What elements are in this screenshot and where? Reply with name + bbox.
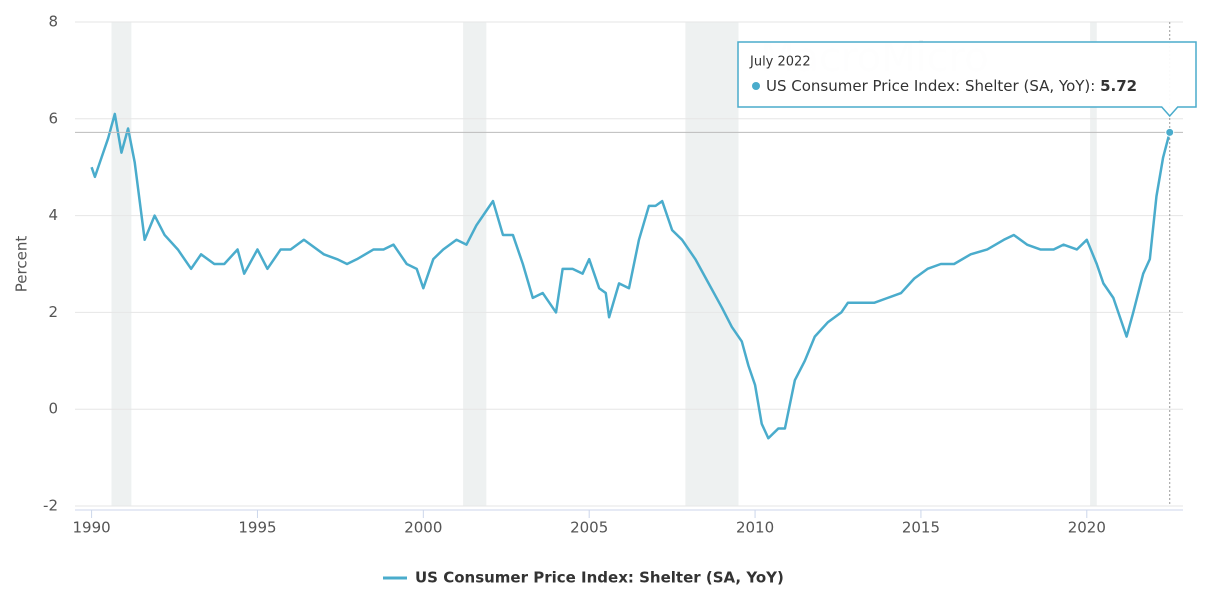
tooltip: July 2022 US Consumer Price Index: Shelte… (737, 41, 1197, 118)
x-tick-label: 2010 (736, 519, 774, 537)
x-tick-label: 2000 (404, 519, 442, 537)
tooltip-series: US Consumer Price Index: Shelter (SA, Yo… (766, 77, 1090, 95)
recession-band (1090, 22, 1097, 506)
recession-band (111, 22, 132, 506)
y-tick-label: 0 (48, 400, 58, 418)
series-line (90, 112, 1171, 440)
x-tick-label: 1995 (238, 519, 276, 537)
hover-point (1165, 127, 1175, 137)
y-tick-label: 4 (48, 206, 58, 224)
y-tick-label: -2 (43, 497, 58, 515)
y-tick-label: 2 (48, 303, 58, 321)
x-tick-label: 1990 (72, 519, 110, 537)
legend-label: US Consumer Price Index: Shelter (SA, Yo… (415, 569, 784, 587)
recession-band (463, 22, 487, 506)
tooltip-value: 5.72 (1100, 77, 1137, 95)
y-tick-label: 6 (48, 109, 58, 127)
tooltip-sep: : (1090, 77, 1100, 95)
tooltip-text: US Consumer Price Index: Shelter (SA, Yo… (766, 77, 1137, 95)
tooltip-marker (752, 82, 760, 90)
tooltip-box (737, 41, 1197, 118)
x-tick-label: 2015 (902, 519, 940, 537)
tooltip-date: July 2022 (749, 55, 811, 70)
y-tick-label: 8 (48, 13, 58, 31)
recession-band (685, 22, 739, 506)
x-tick-label: 2020 (1068, 519, 1106, 537)
y-axis-label: Percent (13, 236, 31, 293)
x-tick-label: 2005 (570, 519, 608, 537)
